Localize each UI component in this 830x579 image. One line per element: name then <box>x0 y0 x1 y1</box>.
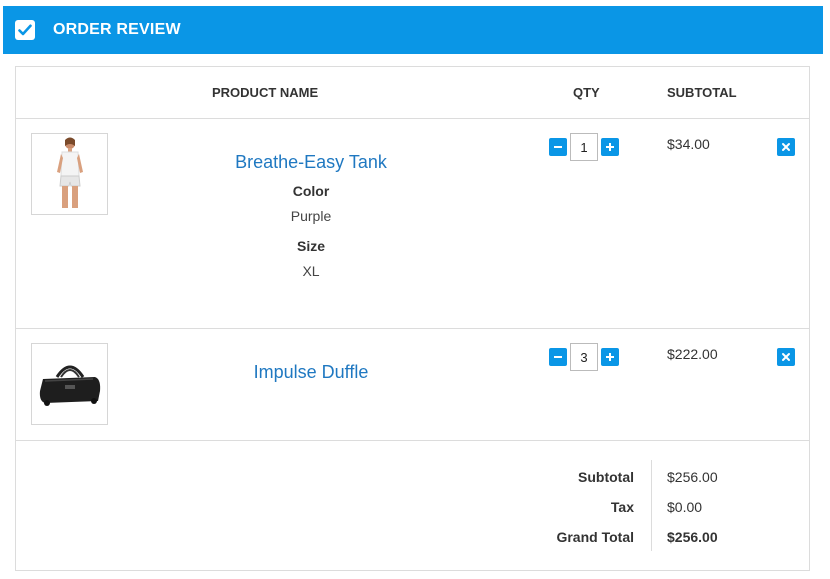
table-header: PRODUCT NAME QTY SUBTOTAL <box>16 67 809 119</box>
subtotal-value: $256.00 <box>667 469 718 485</box>
tax-value: $0.00 <box>667 499 703 515</box>
increase-qty-button[interactable] <box>601 138 619 156</box>
minus-icon <box>554 146 562 148</box>
remove-item-button[interactable] <box>777 348 795 366</box>
minus-icon <box>554 356 562 358</box>
order-review-header: ORDER REVIEW <box>3 6 823 54</box>
duffle-bag-image <box>39 365 100 406</box>
subtotal-label: Subtotal <box>578 469 634 485</box>
grand-total-value: $256.00 <box>667 529 718 545</box>
option-value-color: Purple <box>290 208 332 224</box>
close-icon <box>782 143 790 151</box>
close-icon <box>782 353 790 361</box>
option-label-color: Color <box>292 183 330 199</box>
quantity-input[interactable] <box>570 343 598 371</box>
quantity-stepper <box>549 343 619 371</box>
totals-divider <box>651 460 652 551</box>
quantity-stepper <box>549 133 619 161</box>
product-name-link[interactable]: Breathe-Easy Tank <box>235 152 387 172</box>
option-label-size: Size <box>296 238 325 254</box>
grand-total-label: Grand Total <box>556 529 634 545</box>
section-title: ORDER REVIEW <box>53 21 181 38</box>
product-image[interactable] <box>31 133 108 215</box>
order-totals: Subtotal $256.00 Tax $0.00 Grand Total $… <box>16 440 809 571</box>
plus-icon <box>606 353 614 361</box>
order-review-table: PRODUCT NAME QTY SUBTOTAL Breathe-Easy T… <box>15 66 810 571</box>
column-product-name: PRODUCT NAME <box>212 85 319 100</box>
item-subtotal: $222.00 <box>667 346 718 362</box>
decrease-qty-button[interactable] <box>549 138 567 156</box>
plus-icon <box>606 143 614 151</box>
increase-qty-button[interactable] <box>601 348 619 366</box>
decrease-qty-button[interactable] <box>549 348 567 366</box>
column-subtotal: SUBTOTAL <box>667 85 737 100</box>
tank-top-model-image <box>56 137 83 208</box>
product-name-link[interactable]: Impulse Duffle <box>253 362 369 382</box>
column-qty: QTY <box>573 85 600 100</box>
item-subtotal: $34.00 <box>667 136 710 152</box>
tax-label: Tax <box>610 499 634 515</box>
product-image[interactable] <box>31 343 108 425</box>
table-row: Breathe-Easy Tank Color Purple Size XL $… <box>16 118 809 329</box>
table-row: Impulse Duffle $222.00 <box>16 328 809 441</box>
option-value-size: XL <box>302 263 320 279</box>
remove-item-button[interactable] <box>777 138 795 156</box>
quantity-input[interactable] <box>570 133 598 161</box>
checkbox-checked-icon <box>15 20 35 40</box>
